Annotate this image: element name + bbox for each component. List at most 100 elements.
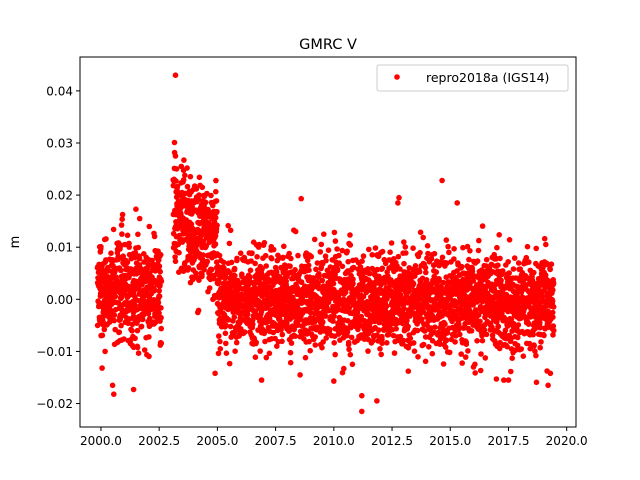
x-tick-label: 2000.0	[80, 434, 122, 448]
data-point	[374, 398, 380, 404]
data-point	[550, 314, 556, 321]
data-point	[532, 348, 538, 355]
y-tick-label: 0.01	[46, 241, 73, 255]
data-point	[405, 323, 411, 330]
data-point	[287, 263, 293, 270]
data-point	[355, 326, 361, 333]
data-point	[481, 327, 488, 333]
data-point	[202, 199, 209, 206]
data-point	[158, 314, 164, 321]
data-point	[314, 324, 320, 331]
data-point	[320, 319, 326, 325]
data-point	[215, 350, 222, 357]
data-point	[216, 333, 222, 339]
data-point	[396, 194, 402, 201]
data-point	[345, 318, 351, 324]
data-point	[214, 208, 220, 215]
data-point	[423, 269, 429, 276]
y-tick-label: −0.02	[36, 397, 73, 411]
data-point	[442, 344, 449, 351]
data-point	[346, 346, 352, 353]
data-point	[523, 254, 530, 261]
data-point	[417, 249, 423, 256]
data-point	[377, 346, 383, 352]
data-point	[309, 286, 315, 292]
data-point	[397, 266, 403, 272]
data-point	[181, 157, 187, 163]
data-point	[108, 250, 114, 256]
data-point	[172, 258, 179, 265]
data-point	[233, 339, 240, 346]
data-point	[446, 249, 452, 256]
data-point	[135, 350, 142, 357]
data-point	[146, 223, 153, 230]
data-point	[241, 329, 248, 335]
data-point	[345, 258, 352, 265]
data-point	[366, 246, 372, 253]
data-point	[444, 330, 451, 336]
data-point	[207, 271, 213, 277]
data-point	[223, 350, 230, 357]
data-point	[121, 336, 127, 342]
data-point	[479, 223, 486, 229]
data-point	[313, 266, 319, 273]
data-point	[401, 239, 407, 245]
x-tick-label: 2002.5	[138, 434, 180, 448]
data-point	[475, 247, 482, 254]
data-point	[432, 324, 438, 331]
data-point	[307, 347, 314, 354]
data-point	[372, 245, 379, 251]
data-point	[118, 267, 124, 274]
x-tick-label: 2015.0	[429, 434, 471, 448]
data-point	[419, 316, 425, 322]
data-point	[158, 325, 164, 332]
data-point	[184, 165, 190, 171]
data-point	[135, 269, 141, 276]
data-point	[412, 263, 419, 269]
data-point	[515, 322, 522, 328]
data-point	[506, 270, 512, 276]
data-point	[539, 293, 546, 300]
data-point	[350, 276, 356, 283]
data-point	[200, 252, 206, 258]
data-point	[334, 246, 340, 252]
data-point	[467, 248, 473, 254]
data-point	[346, 305, 353, 311]
data-point	[344, 329, 351, 335]
data-point	[548, 261, 555, 268]
data-point	[156, 263, 163, 270]
data-point	[334, 267, 341, 274]
data-point	[279, 338, 285, 345]
data-point	[331, 229, 338, 236]
data-point	[401, 260, 407, 267]
data-point	[318, 241, 325, 248]
data-point	[227, 323, 234, 330]
data-point	[439, 177, 445, 184]
data-point	[472, 361, 478, 368]
data-point	[533, 245, 539, 252]
data-point	[155, 299, 162, 306]
y-axis-label: m	[8, 236, 23, 249]
data-point	[132, 254, 138, 261]
data-point	[280, 254, 286, 261]
data-point	[474, 338, 480, 344]
data-point	[359, 408, 365, 415]
data-point	[417, 229, 424, 236]
data-point	[151, 233, 158, 240]
legend-marker	[394, 74, 400, 80]
data-point	[323, 335, 330, 341]
data-point	[111, 391, 117, 398]
data-point	[339, 247, 346, 254]
data-point	[217, 338, 223, 345]
data-point	[199, 271, 205, 278]
data-point	[286, 250, 293, 257]
data-point	[501, 377, 507, 383]
data-point	[261, 239, 268, 246]
data-point	[247, 267, 254, 274]
data-point	[514, 342, 521, 349]
data-point	[214, 222, 220, 229]
data-point	[443, 237, 450, 243]
data-point	[101, 326, 108, 333]
data-point	[304, 257, 311, 264]
x-tick-label: 2007.5	[255, 434, 297, 448]
